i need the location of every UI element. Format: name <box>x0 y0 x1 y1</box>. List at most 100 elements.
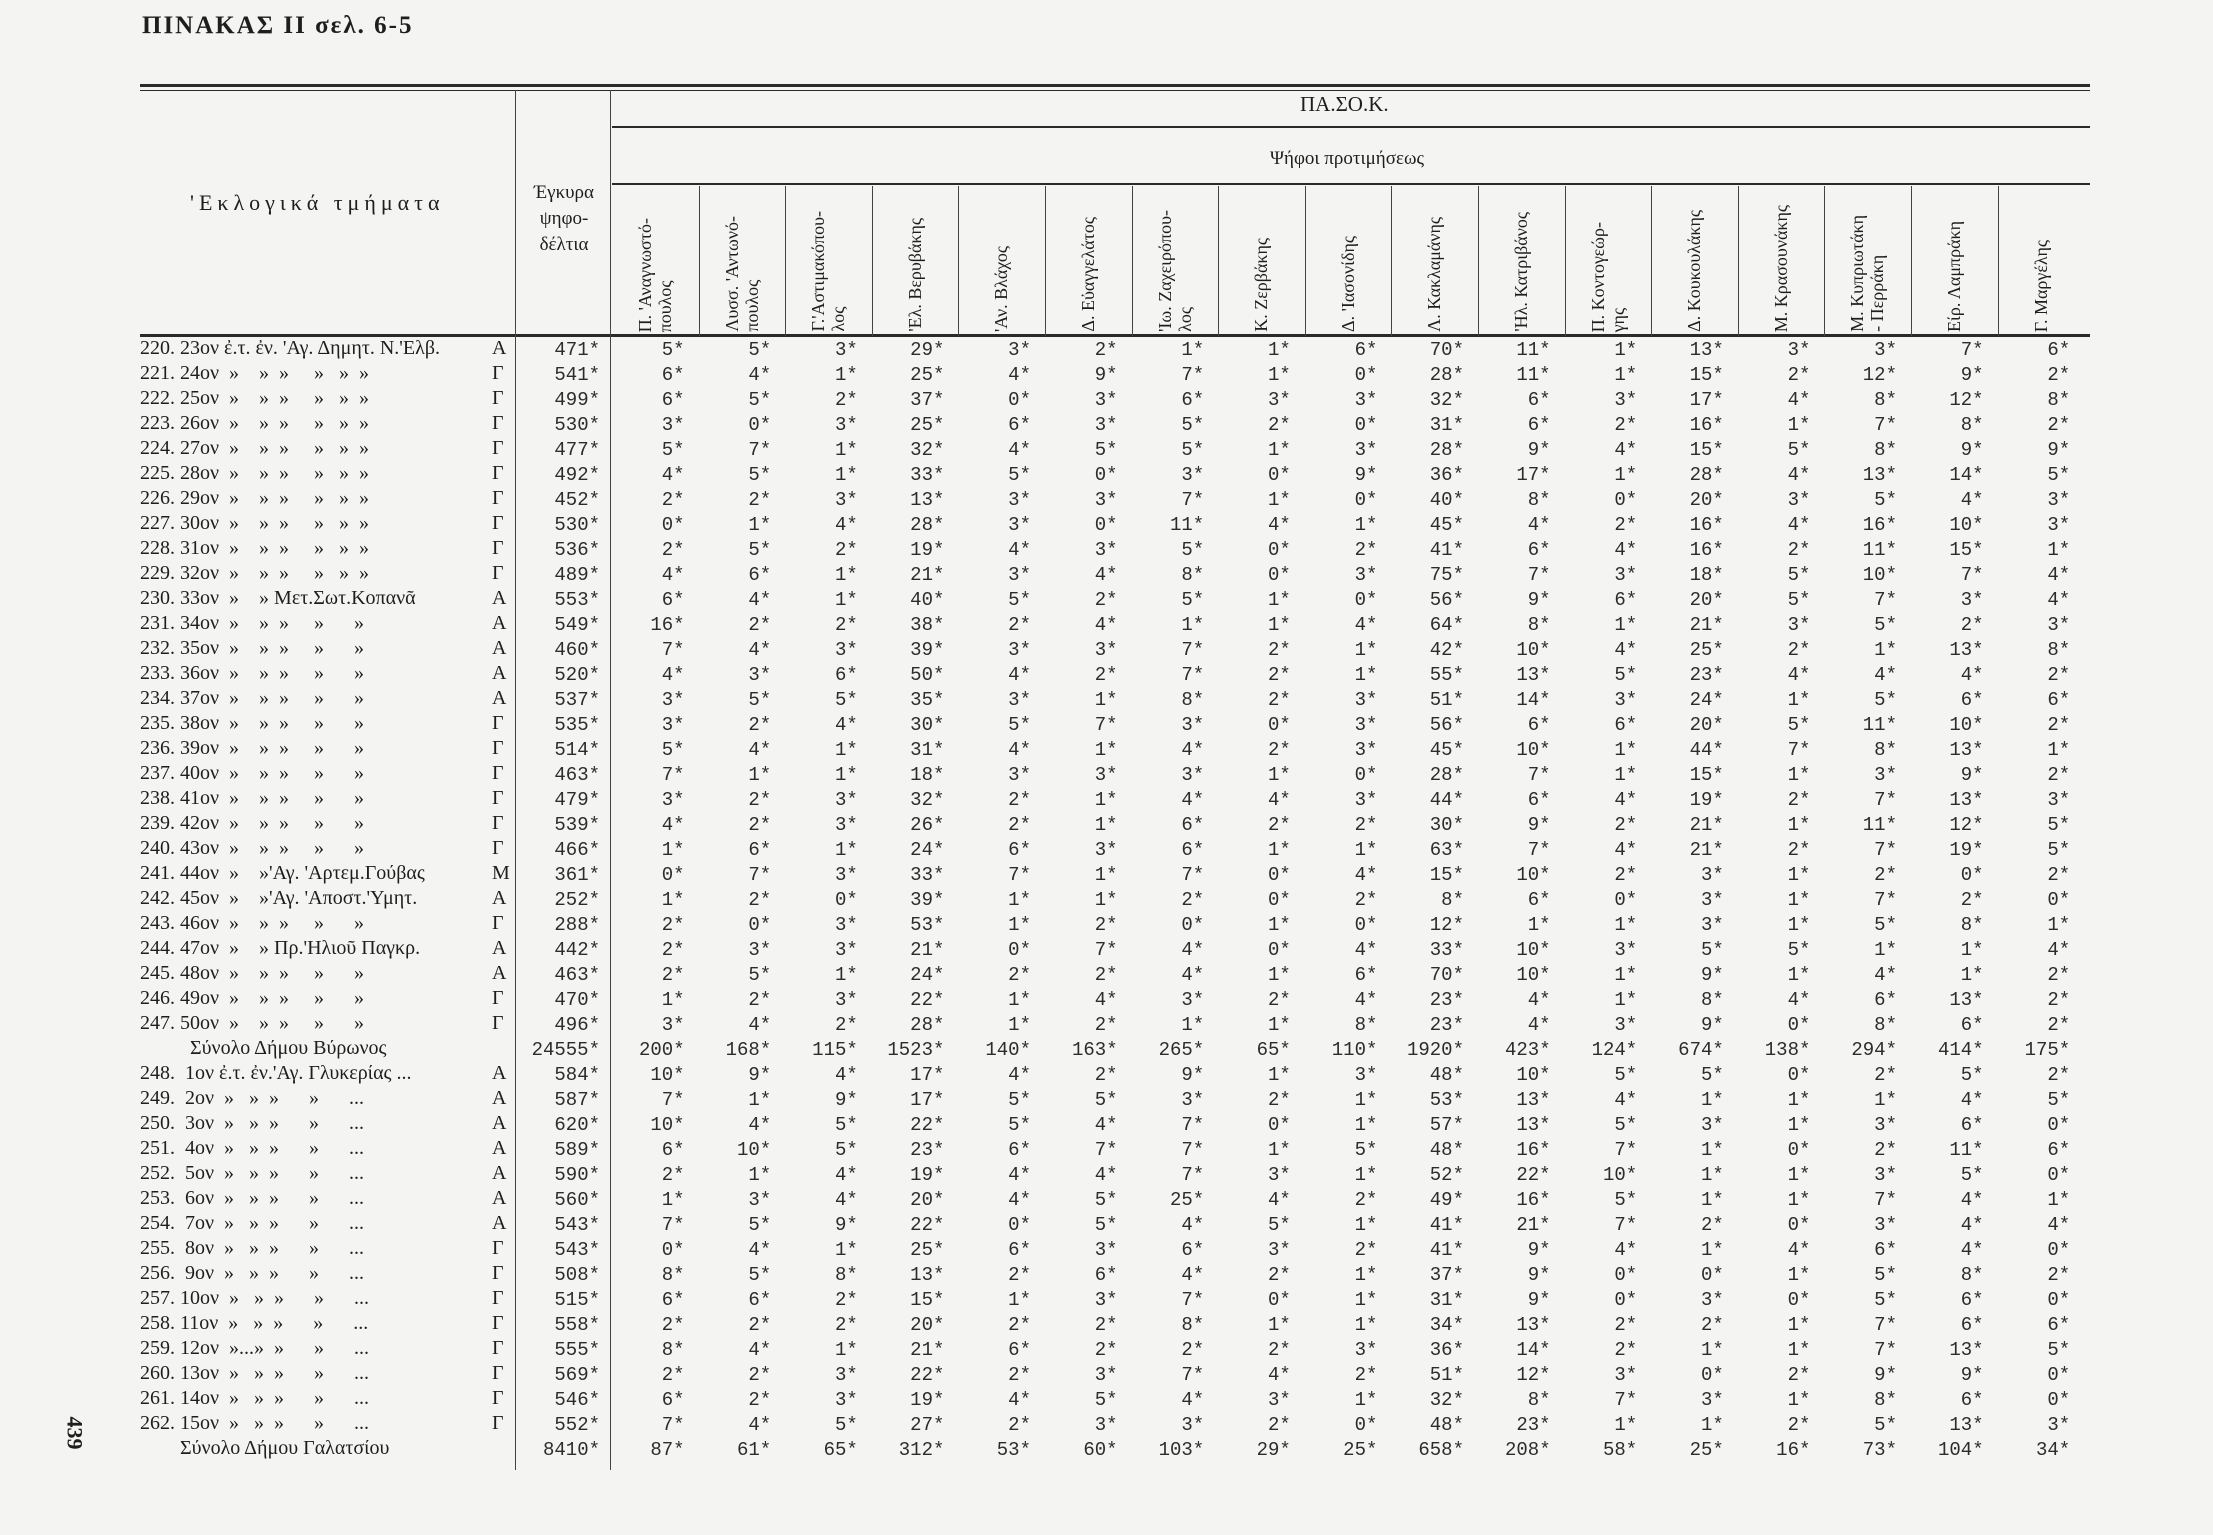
preference-votes-cell: 1* <box>1008 914 1031 936</box>
preference-votes-cell: 3* <box>1700 1389 1724 1411</box>
preference-votes-cell: 1* <box>661 889 685 911</box>
preference-votes-cell: 4* <box>1008 364 1031 386</box>
preference-votes-cell: 1* <box>1008 989 1031 1011</box>
preference-votes-cell: 0* <box>2047 889 2071 911</box>
preference-votes-cell: 2* <box>1267 989 1291 1011</box>
preference-votes-cell: 9* <box>1700 964 1724 986</box>
preference-votes-cell: 5* <box>1094 439 1118 461</box>
preference-votes-cell: 19* <box>910 1389 945 1411</box>
section-type: Γ <box>492 737 504 759</box>
preference-votes-cell: 3* <box>1008 689 1031 711</box>
preference-votes-cell: 6* <box>1960 1314 1984 1336</box>
preference-votes-cell: 45* <box>1429 739 1464 761</box>
preference-votes-cell: 1* <box>748 1089 772 1111</box>
preference-votes-cell: 5* <box>1787 939 1811 961</box>
candidate-name: Λυσσ. 'Αντωνό- πουλος <box>721 216 762 332</box>
preference-votes-cell: 3* <box>1874 1114 1897 1136</box>
preference-votes-cell: 0* <box>1614 1264 1638 1286</box>
table-row: 227. 30ον » » » » » » Γ 530* 0* 1* 4* 28* 3* 0* 1… <box>140 512 2100 537</box>
preference-votes-cell: 5* <box>748 1214 772 1236</box>
preference-votes-cell: 1* <box>1614 614 1638 636</box>
preference-votes-cell: 1* <box>1614 1414 1638 1436</box>
preference-votes-cell: 3* <box>834 864 858 886</box>
preference-votes-cell: 4* <box>1181 939 1205 961</box>
preference-votes-cell: 6* <box>661 589 685 611</box>
candidate-name: Κ. Ζερβάκης <box>1251 238 1272 332</box>
preference-votes-cell: 3* <box>834 814 858 836</box>
section-label: 223. 26ον » » » » » » <box>140 412 370 434</box>
preference-votes-cell: 0* <box>661 864 685 886</box>
preference-votes-cell: 1* <box>1267 489 1291 511</box>
section-label: 238. 41ον » » » » » <box>140 787 365 809</box>
preference-votes-cell: 1* <box>1181 339 1205 361</box>
preference-votes-cell: 1* <box>1787 764 1811 786</box>
preference-votes-cell: 1* <box>2047 739 2071 761</box>
preference-votes-cell: 1* <box>1787 1164 1811 1186</box>
preference-votes-cell: 2* <box>1094 1314 1118 1336</box>
valid-ballots-cell: 452* <box>554 489 600 511</box>
valid-ballots-cell: 530* <box>554 514 600 536</box>
preference-votes-cell: 4* <box>1614 1089 1638 1111</box>
preference-votes-cell: 1* <box>1267 1064 1291 1086</box>
preference-votes-cell: 6* <box>661 1139 685 1161</box>
preference-votes-cell: 31* <box>910 739 945 761</box>
preference-votes-cell: 58* <box>1602 1439 1638 1461</box>
section-type: Γ <box>492 1287 504 1309</box>
preference-votes-cell: 13* <box>1949 1414 1984 1436</box>
top-rule <box>140 84 2090 87</box>
preference-votes-cell: 5* <box>2047 464 2071 486</box>
preference-votes-cell: 1* <box>1354 1389 1378 1411</box>
candidate-name: 'Ελ. Βερυβάκης <box>904 218 925 332</box>
preference-votes-cell: 28* <box>1429 439 1464 461</box>
section-label: 229. 32ον » » » » » » <box>140 562 370 584</box>
valid-ballots-cell: 361* <box>554 864 600 886</box>
preference-votes-cell: 294* <box>1851 1039 1897 1061</box>
preference-votes-cell: 5* <box>748 339 772 361</box>
preference-votes-cell: 6* <box>2047 689 2071 711</box>
preference-votes-cell: 5* <box>1094 1389 1118 1411</box>
preference-votes-cell: 4* <box>748 1114 772 1136</box>
preference-votes-cell: 10* <box>1949 514 1984 536</box>
preference-votes-cell: 6* <box>1008 1239 1031 1261</box>
preference-votes-cell: 30* <box>910 714 945 736</box>
preference-votes-cell: 7* <box>1614 1389 1638 1411</box>
preference-votes-cell: 21* <box>1516 1214 1551 1236</box>
preference-votes-cell: 28* <box>1689 464 1724 486</box>
party-header: ΠΑ.ΣΟ.Κ. <box>1300 92 1389 116</box>
preference-votes-cell: 4* <box>1787 1239 1811 1261</box>
preference-votes-cell: 0* <box>1267 889 1291 911</box>
section-type: Α <box>492 1062 507 1084</box>
preference-votes-cell: 53* <box>996 1439 1031 1461</box>
preference-votes-cell: 5* <box>748 1264 772 1286</box>
preference-votes-cell: 6* <box>1008 1139 1031 1161</box>
preference-votes-cell: 6* <box>1008 414 1031 436</box>
candidate-name: Δ. Κουκουλάκης <box>1684 210 1705 332</box>
preference-votes-cell: 0* <box>1354 589 1378 611</box>
preference-votes-cell: 5* <box>1008 1114 1031 1136</box>
preference-votes-cell: 2* <box>1614 864 1638 886</box>
preference-votes-cell: 3* <box>1614 389 1638 411</box>
preference-votes-cell: 5* <box>748 464 772 486</box>
preference-votes-cell: 423* <box>1504 1039 1551 1061</box>
table-row: 259. 12ον »...» » » ... Γ 555* 8* 4* 1* 21* 6* 2… <box>140 1337 2100 1362</box>
preference-votes-cell: 2* <box>1354 889 1378 911</box>
valid-ballots-cell: 479* <box>554 789 600 811</box>
preference-votes-cell: 2* <box>748 1364 772 1386</box>
preference-votes-cell: 3* <box>748 939 772 961</box>
section-type: Γ <box>492 1362 504 1384</box>
preference-votes-cell: 2* <box>1094 589 1118 611</box>
section-label: 252. 5ον » » » » ... <box>140 1162 365 1184</box>
preference-votes-cell: 1* <box>1094 739 1118 761</box>
preference-votes-cell: 2* <box>1354 1189 1378 1211</box>
preference-votes-cell: 104* <box>1937 1439 1984 1461</box>
total-row: Σύνολο Δήμου Γαλατσίου 8410* 87* 61* 65* 312*… <box>140 1437 2100 1462</box>
preference-votes-cell: 8* <box>1874 439 1897 461</box>
table-row: 233. 36ον » » » » » Α 520* 4* 3* 6* 50* 4* 2* 7* 2… <box>140 662 2100 687</box>
preference-votes-cell: 9* <box>834 1089 858 1111</box>
preference-votes-cell: 1* <box>1700 1164 1724 1186</box>
preference-votes-cell: 65* <box>1256 1039 1291 1061</box>
preference-votes-cell: 4* <box>1267 789 1291 811</box>
preference-votes-cell: 674* <box>1678 1039 1724 1061</box>
preference-votes-cell: 8* <box>661 1264 685 1286</box>
section-label: 240. 43ον » » » » » <box>140 837 365 859</box>
